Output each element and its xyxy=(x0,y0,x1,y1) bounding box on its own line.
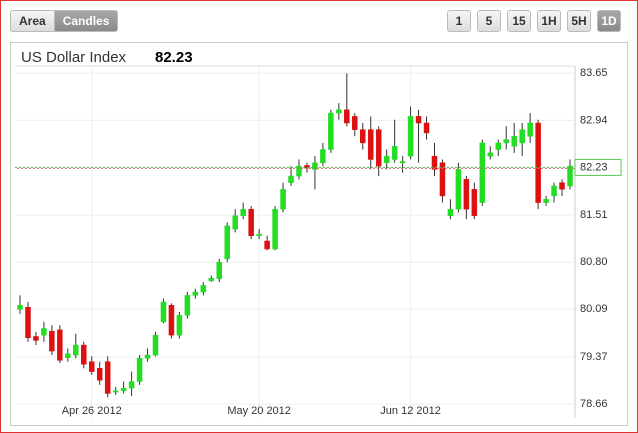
candle-body xyxy=(136,358,143,382)
candle-body xyxy=(33,336,39,341)
candle-body xyxy=(415,116,422,124)
candle-body xyxy=(288,175,294,183)
candle-body xyxy=(567,165,573,187)
y-tick-label: 80.80 xyxy=(580,256,608,268)
candle-body xyxy=(423,122,430,134)
y-tick-label: 78.66 xyxy=(580,398,608,410)
button[interactable]: 1H xyxy=(537,10,561,32)
candle-body xyxy=(352,116,358,130)
candle-body xyxy=(495,142,502,150)
last-box xyxy=(574,158,622,176)
candle-body xyxy=(280,189,286,210)
candle-body xyxy=(399,161,406,164)
candle-body xyxy=(73,344,79,356)
button[interactable]: 5H xyxy=(567,10,591,32)
mode-buttons: Area Candles xyxy=(10,10,119,32)
candle-body xyxy=(264,240,270,250)
y-tick-label: 79.37 xyxy=(580,351,608,363)
button[interactable]: 5 xyxy=(477,10,501,32)
candle-body xyxy=(511,136,517,147)
candle-body xyxy=(375,129,382,167)
candle-body xyxy=(208,277,215,282)
candle-body xyxy=(503,139,509,144)
candle-body xyxy=(192,291,199,296)
candle-body xyxy=(152,334,159,356)
candle-body xyxy=(559,182,565,190)
candle-body xyxy=(200,285,207,293)
candle-body xyxy=(128,381,135,389)
candle-body xyxy=(176,315,183,336)
candle-body xyxy=(144,354,151,359)
candle-body xyxy=(112,390,119,393)
candle-body xyxy=(216,261,223,280)
candle-body xyxy=(65,353,71,358)
candle-body xyxy=(184,295,191,316)
candle-body xyxy=(551,185,557,197)
candle-body xyxy=(160,301,167,323)
candle-body xyxy=(81,344,87,365)
candle-body xyxy=(296,165,302,177)
candle-body xyxy=(272,208,278,250)
button[interactable]: Candles xyxy=(54,10,119,32)
candle-body xyxy=(463,179,470,210)
candle-body xyxy=(248,208,254,236)
button[interactable]: 1 xyxy=(447,10,471,32)
x-tick-label: Jun 12 2012 xyxy=(380,405,441,417)
candle-body xyxy=(336,109,342,114)
candle-body xyxy=(471,189,478,217)
candle-body xyxy=(88,361,95,372)
candle-body xyxy=(41,328,47,336)
candle-body xyxy=(439,162,446,197)
x-tick-label: Apr 26 2012 xyxy=(62,405,122,417)
candle-body xyxy=(232,215,238,230)
chart-panel xyxy=(10,42,628,426)
candle-body xyxy=(17,305,23,310)
y-tick-label: 83.65 xyxy=(580,67,608,79)
candle-body xyxy=(104,361,111,394)
candle-body xyxy=(96,368,103,381)
candle-body xyxy=(487,152,494,157)
candle-body xyxy=(527,122,533,137)
candle-body xyxy=(455,169,462,210)
candle-body xyxy=(120,387,127,392)
candle-body xyxy=(224,225,230,260)
x-tick-label: May 20 2012 xyxy=(227,405,291,417)
y-tick-label: 80.09 xyxy=(580,303,608,315)
candle-body xyxy=(360,129,366,144)
candle-body xyxy=(256,234,262,236)
candle-body xyxy=(168,305,175,336)
last-value: 82.23 xyxy=(155,49,193,66)
interval-buttons: 1 5 15 1H 5H 1D xyxy=(447,10,621,32)
candle-body xyxy=(240,208,246,217)
y-tick-label: 82.94 xyxy=(580,114,608,126)
candle-body xyxy=(519,129,525,144)
chart-title: US Dollar Index xyxy=(21,49,127,66)
candle-body xyxy=(344,109,350,124)
candle-body xyxy=(479,142,486,203)
candle-body xyxy=(320,149,326,164)
candle-body xyxy=(535,122,541,203)
last-label: 82.23 xyxy=(580,161,608,173)
candle-body xyxy=(25,307,31,339)
candle-body xyxy=(543,198,549,203)
candle-body xyxy=(447,208,454,217)
candle-body xyxy=(312,162,318,170)
candle-body xyxy=(407,116,414,157)
button[interactable]: 1D xyxy=(597,10,621,32)
candle-body xyxy=(383,155,390,164)
candle-body xyxy=(431,155,438,170)
candle-body xyxy=(391,145,398,160)
y-tick-label: 81.51 xyxy=(580,209,608,221)
button[interactable]: 15 xyxy=(507,10,531,32)
candle-body xyxy=(57,329,63,361)
candle-body xyxy=(367,129,374,160)
candle-body xyxy=(328,112,334,150)
button[interactable]: Area xyxy=(10,10,55,32)
candle-body xyxy=(49,330,55,352)
